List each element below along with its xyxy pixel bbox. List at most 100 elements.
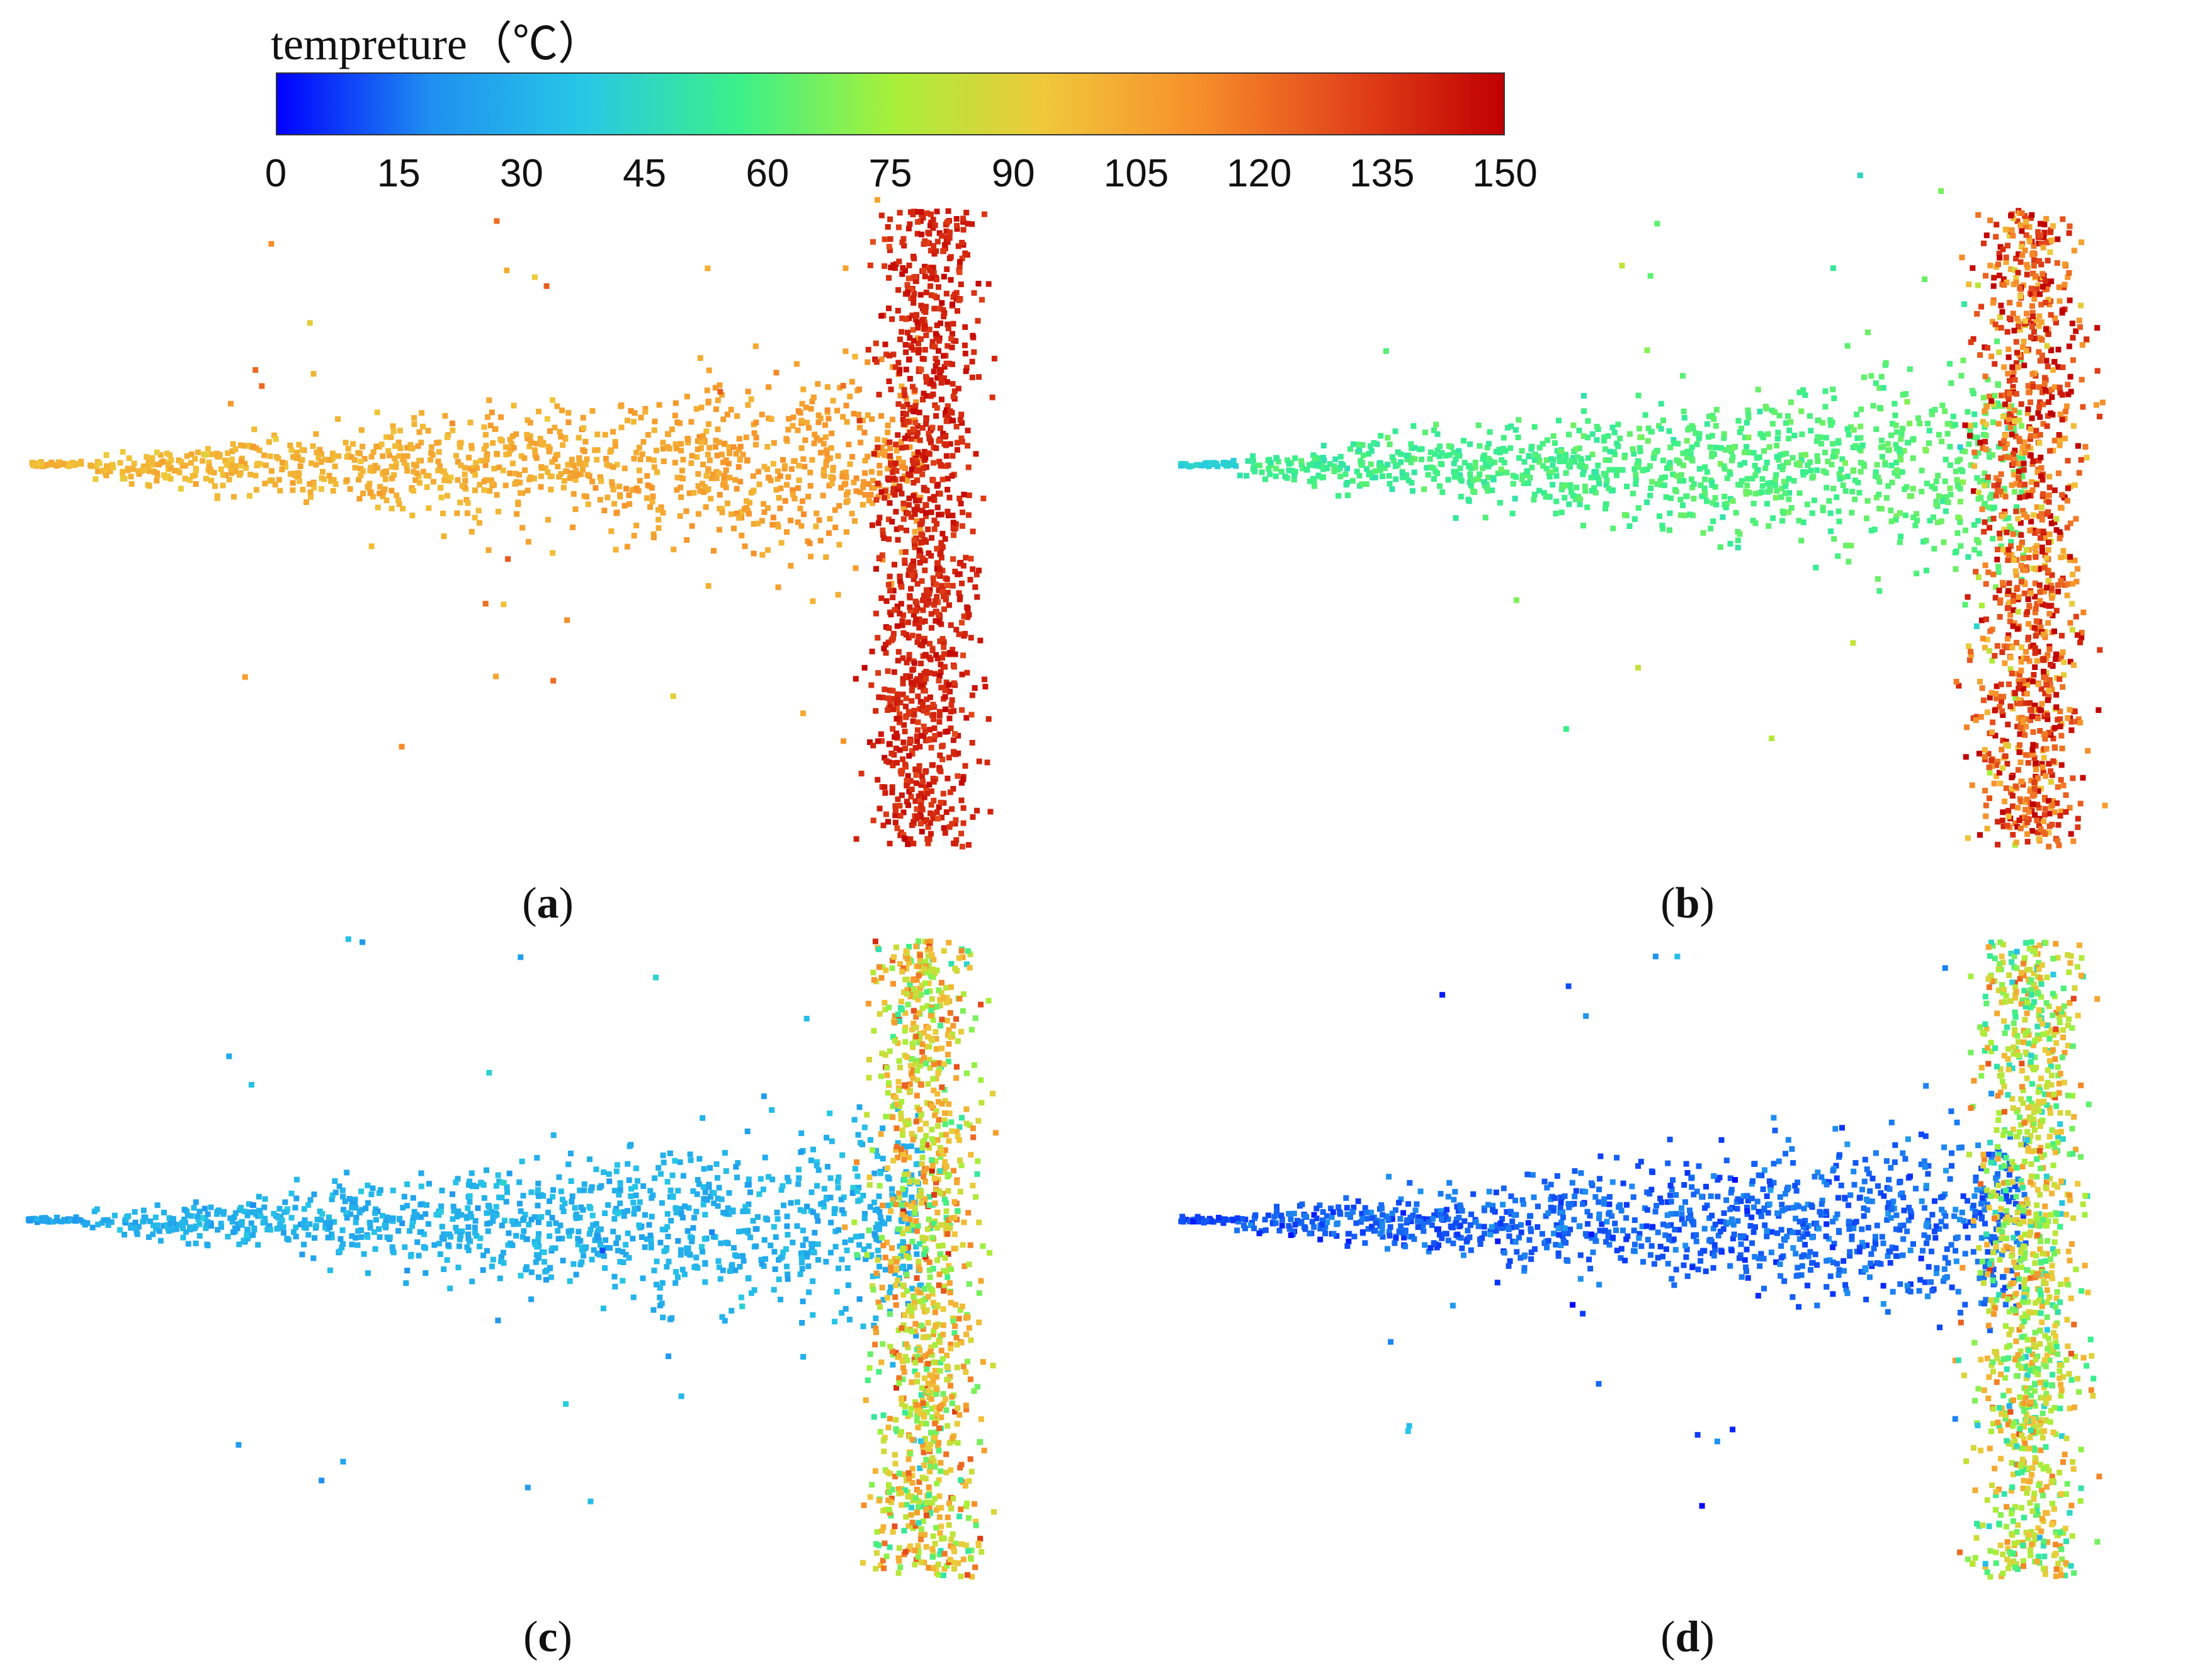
spray-particle [860,502,866,508]
spray-particle [610,482,616,489]
wall-particle [942,434,948,440]
wall-particle [900,691,906,698]
wall-particle [2039,283,2046,290]
spray-particle [598,474,604,481]
spray-particle [542,465,548,471]
spray-particle [481,479,487,485]
spray-particle [665,1234,671,1239]
spray-particle [1659,475,1665,481]
spray-particle [1521,458,1528,465]
spray-particle [1691,496,1697,502]
spray-particle [655,507,661,513]
spray-particle [1770,421,1776,427]
spray-particle [560,1209,567,1214]
stray-particle [1540,441,1546,447]
wall-particle [2056,676,2063,682]
wall-particle [2028,215,2034,221]
spray-particle [1831,536,1837,542]
wall-particle [2051,438,2058,444]
wall-particle [927,211,934,217]
spray-particle [1356,472,1363,479]
wall-particle [960,227,967,233]
wall-particle [1999,649,2005,656]
spray-particle [472,515,478,521]
spray-particle [1704,469,1710,475]
wall-particle [1997,272,2002,278]
spray-particle [1914,571,1920,577]
wall-particle [2037,399,2043,406]
spray-particle [608,528,615,534]
spray-particle [353,1215,360,1220]
stray-particle [1844,343,1851,349]
wall-particle [2077,324,2083,330]
wall-particle [2024,609,2031,615]
wall-particle [2024,796,2030,802]
spray-particle [512,481,518,487]
wall-particle [1984,404,1990,410]
spray-particle [1822,388,1829,394]
spray-particle [809,457,815,463]
spray-particle [389,475,395,482]
wall-particle [934,609,939,615]
spray-particle [395,497,402,503]
spray-particle [263,462,269,469]
wall-particle [893,468,900,474]
wall-particle [2073,579,2080,585]
spray-particle [753,419,759,426]
wall-particle [2042,805,2048,812]
spray-particle [547,1233,553,1239]
spray-particle [1982,470,1988,477]
wall-particle [2049,772,2055,778]
wall-particle [2005,632,2012,639]
spray-particle [705,583,712,589]
spray-particle [1286,467,1292,474]
spray-particle [746,499,752,506]
wall-particle [1992,594,1999,601]
spray-particle [2008,538,2014,545]
spray-particle [1609,424,1616,431]
wall-particle [2078,302,2084,309]
wall-particle [2005,644,2011,649]
spray-particle [620,1249,626,1255]
wall-particle [951,680,957,686]
stray-particle [840,383,846,389]
wall-particle [2040,244,2046,251]
spray-particle [565,410,572,416]
spray-particle [1529,464,1535,470]
wall-particle [2011,593,2017,599]
wall-particle [900,630,907,636]
spray-particle [301,1206,307,1212]
spray-particle [117,460,123,466]
spray-particle [1594,424,1600,429]
spray-particle [576,435,582,441]
wall-particle [893,808,899,814]
spray-particle [1947,462,1953,469]
wall-particle [900,676,906,682]
spray-particle [815,1257,821,1263]
wall-particle [2028,518,2034,525]
wall-particle [2032,650,2038,656]
spray-particle [1876,588,1883,594]
wall-particle [933,618,939,624]
spray-particle [1652,450,1657,457]
spray-particle [1910,486,1916,492]
wall-particle [917,798,923,804]
wall-particle [930,575,936,581]
spray-particle [774,476,781,482]
wall-particle [2060,684,2066,690]
wall-particle [919,425,926,431]
spray-particle [1953,566,1959,572]
wall-particle [916,625,922,631]
wall-particle [1996,478,2002,484]
wall-particle [1966,282,1972,287]
wall-particle [946,360,953,367]
spray-particle [693,1254,700,1261]
wall-particle [920,702,926,708]
spray-particle [1778,494,1784,500]
spray-particle [835,1178,841,1185]
wall-particle [934,504,941,511]
wall-particle [904,329,910,336]
spray-particle [843,474,849,481]
spray-particle [497,436,504,443]
wall-particle [2052,725,2058,731]
